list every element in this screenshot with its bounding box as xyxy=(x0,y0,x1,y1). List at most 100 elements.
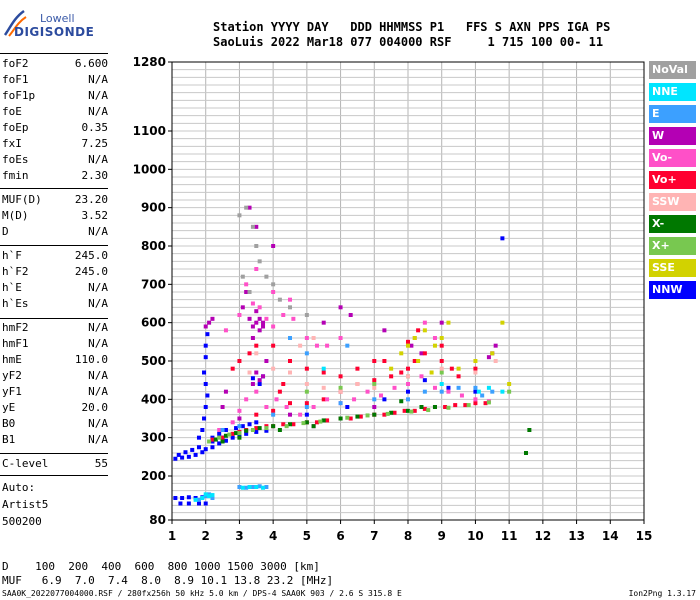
param-value: 3.52 xyxy=(81,209,109,222)
scatter-point-x xyxy=(234,431,239,436)
y-tick-label: 600 xyxy=(141,316,166,330)
param-name: h`E xyxy=(2,281,22,294)
scatter-point-x xyxy=(264,426,269,431)
scatter-point-vo xyxy=(432,385,437,390)
param-row: foEp 0.35 xyxy=(2,120,108,136)
legend-entry-nne: NNE xyxy=(649,83,696,101)
scatter-point-vo xyxy=(298,412,303,417)
param-name: h`F xyxy=(2,249,22,262)
scatter-point-x xyxy=(406,408,410,413)
scatter-point-w xyxy=(257,378,262,383)
param-name: h`Es xyxy=(2,297,29,310)
scatter-point-w xyxy=(338,305,343,310)
scatter-point-noval xyxy=(257,259,262,264)
scatter-point-vo xyxy=(281,422,286,427)
x-tick-label: 13 xyxy=(568,529,585,543)
scatter-point-vo xyxy=(244,397,249,402)
scatter-point-e xyxy=(250,485,255,489)
scatter-point-w xyxy=(372,405,377,409)
scatter-point-nnw xyxy=(382,397,387,402)
scatter-point-vo xyxy=(473,401,478,406)
scatter-point-nnw xyxy=(186,495,191,500)
param-name: h`F2 xyxy=(2,265,29,278)
scatter-point-w xyxy=(210,316,215,321)
scatter-point-nnw xyxy=(203,405,208,409)
scatter-point-vo xyxy=(304,401,309,406)
param-name: B1 xyxy=(2,433,16,446)
scatter-point-vo xyxy=(379,393,384,398)
scatter-point-e xyxy=(345,343,350,348)
scatter-point-w xyxy=(223,389,228,394)
scatter-point-vo xyxy=(291,316,296,321)
scatter-point-nnw xyxy=(217,431,222,436)
y-tick-label: 700 xyxy=(141,277,166,291)
scatter-point-ssw xyxy=(406,374,410,379)
scatter-point-x xyxy=(486,400,491,405)
scatter-point-x xyxy=(372,412,377,417)
scatter-point-noval xyxy=(240,274,245,279)
scatter-point-nne xyxy=(203,492,208,497)
param-name: yF2 xyxy=(2,369,22,382)
param-row: fmin 2.30 xyxy=(2,168,108,184)
param-name: D xyxy=(2,225,9,238)
scatter-point-e xyxy=(473,385,478,390)
scatter-point-vo xyxy=(274,397,279,402)
scatter-point-w xyxy=(207,320,212,325)
scatter-point-nne xyxy=(247,485,252,489)
scatter-point-vo xyxy=(422,320,427,325)
logo-top-text: Lowell xyxy=(40,12,75,25)
scatter-point-x xyxy=(288,422,292,427)
scatter-point-x xyxy=(321,418,326,423)
scatter-point-w xyxy=(419,351,424,356)
scatter-point-e xyxy=(480,393,485,398)
x-tick-label: 5 xyxy=(303,529,311,543)
param-value: 7.25 xyxy=(81,137,109,150)
scatter-point-nne xyxy=(500,389,505,394)
scatter-point-vo xyxy=(271,343,276,348)
scatter-point-nnw xyxy=(254,429,259,434)
scatter-point-e xyxy=(338,401,343,406)
scatter-point-w xyxy=(250,382,255,386)
scatter-point-x xyxy=(304,389,309,394)
x-tick-label: 4 xyxy=(269,529,277,543)
scatter-point-w xyxy=(250,336,255,340)
param-row: fxI 7.25 xyxy=(2,136,108,152)
scatter-point-noval xyxy=(264,274,269,279)
y-tick-label: 400 xyxy=(141,392,166,406)
param-separator xyxy=(0,318,108,319)
scatter-point-nnw xyxy=(250,376,255,381)
scatter-point-w xyxy=(439,320,444,325)
scatter-point-vo xyxy=(406,339,410,344)
scatter-point-e xyxy=(264,485,269,489)
scatter-point-x xyxy=(301,421,306,426)
param-value: N/A xyxy=(88,369,108,382)
param-name: foE xyxy=(2,105,22,118)
scatter-point-nne xyxy=(207,494,212,499)
scatter-point-vo xyxy=(439,343,444,348)
scatter-point-vo xyxy=(463,403,468,408)
scatter-point-vo xyxy=(254,389,259,394)
param-value: 245.0 xyxy=(74,249,108,262)
y-tick-label: 500 xyxy=(141,354,166,368)
scatter-point-nnw xyxy=(202,416,207,421)
scatter-point-vo xyxy=(338,336,343,340)
scatter-point-w xyxy=(203,324,208,329)
scatter-point-vo xyxy=(217,428,222,432)
scatter-point-vo xyxy=(338,374,343,379)
scatter-point-nnw xyxy=(203,501,208,506)
scatter-point-e xyxy=(288,336,292,340)
scatter-point-nnw xyxy=(203,447,208,452)
param-name: foF2 xyxy=(2,57,29,70)
scatter-point-vo xyxy=(291,422,296,427)
scatter-point-nnw xyxy=(244,431,249,436)
param-value: N/A xyxy=(88,73,108,86)
param-row: M(D) 3.52 xyxy=(2,208,108,224)
param-row: h`Es N/A xyxy=(2,296,108,312)
scatter-point-x xyxy=(277,428,282,432)
scatter-point-vo xyxy=(288,359,292,363)
param-name: fmin xyxy=(2,169,29,182)
scatter-point-vo xyxy=(389,374,394,379)
scatter-point-vo xyxy=(446,389,451,394)
scatter-point-vo xyxy=(483,401,488,406)
scatter-point-vo xyxy=(392,410,397,415)
